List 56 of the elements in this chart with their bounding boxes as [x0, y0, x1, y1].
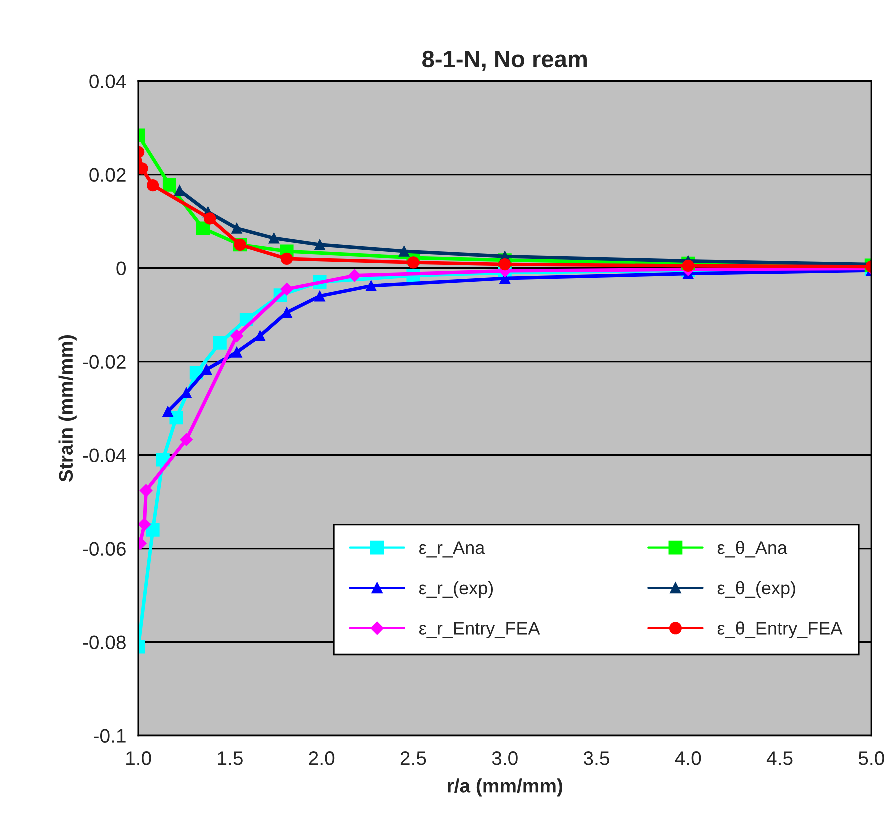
point [146, 179, 160, 192]
point [499, 258, 512, 271]
point [140, 484, 153, 498]
y-tick-label: -0.06 [83, 542, 126, 556]
point [232, 223, 242, 234]
point [366, 280, 377, 292]
point [348, 269, 362, 282]
y-tick-label: 0.04 [90, 74, 126, 89]
x-tick-label: 5.0 [858, 752, 884, 766]
point [170, 411, 184, 425]
point [162, 406, 174, 418]
y-tick-label: 0.02 [90, 168, 126, 182]
x-axis-title: r/a (mm/mm) [448, 778, 562, 797]
point [280, 282, 294, 296]
point [314, 290, 326, 302]
y-tick-label: -0.08 [83, 636, 126, 650]
point [407, 256, 420, 269]
legend-label: ε_θ_Entry_FEA [718, 622, 843, 638]
x-tick-label: 2.5 [400, 752, 426, 766]
y-tick-label: -0.1 [94, 729, 126, 743]
legend-label: ε_r_Ana [419, 542, 486, 558]
point [174, 185, 186, 196]
point [254, 330, 266, 342]
legend-label: ε_r_(exp) [419, 581, 494, 598]
point [162, 178, 176, 192]
point [181, 388, 192, 398]
x-tick-label: 3.5 [584, 752, 610, 766]
chart-title: 8-1-N, No ream [422, 50, 587, 72]
x-tick-label: 4.5 [766, 752, 793, 766]
point [280, 252, 294, 266]
y-tick-label: -0.02 [83, 355, 126, 370]
point [213, 336, 227, 350]
point [232, 347, 242, 358]
point [201, 364, 212, 376]
point [282, 307, 292, 318]
point [398, 246, 410, 257]
point [196, 222, 210, 236]
point [138, 518, 152, 531]
x-tick-label: 1.0 [126, 752, 152, 766]
point [204, 212, 216, 225]
legend-label: ε_r_Entry_FEA [419, 622, 540, 638]
x-tick-label: 4.0 [675, 752, 702, 766]
point [180, 433, 193, 446]
point [682, 260, 694, 272]
point [314, 240, 326, 250]
point [146, 523, 160, 537]
y-tick-label: 0 [116, 262, 126, 276]
x-tick-label: 3.0 [492, 752, 518, 766]
point [230, 330, 244, 342]
x-tick-label: 2.0 [309, 752, 335, 766]
y-tick-label: -0.04 [83, 448, 126, 463]
point [268, 232, 280, 244]
legend-label: ε_θ_Ana [718, 541, 788, 558]
legend-label: ε_θ_(exp) [718, 581, 796, 598]
y-axis-title: Strain (mm/mm) [58, 335, 77, 482]
x-tick-label: 1.5 [218, 752, 243, 766]
